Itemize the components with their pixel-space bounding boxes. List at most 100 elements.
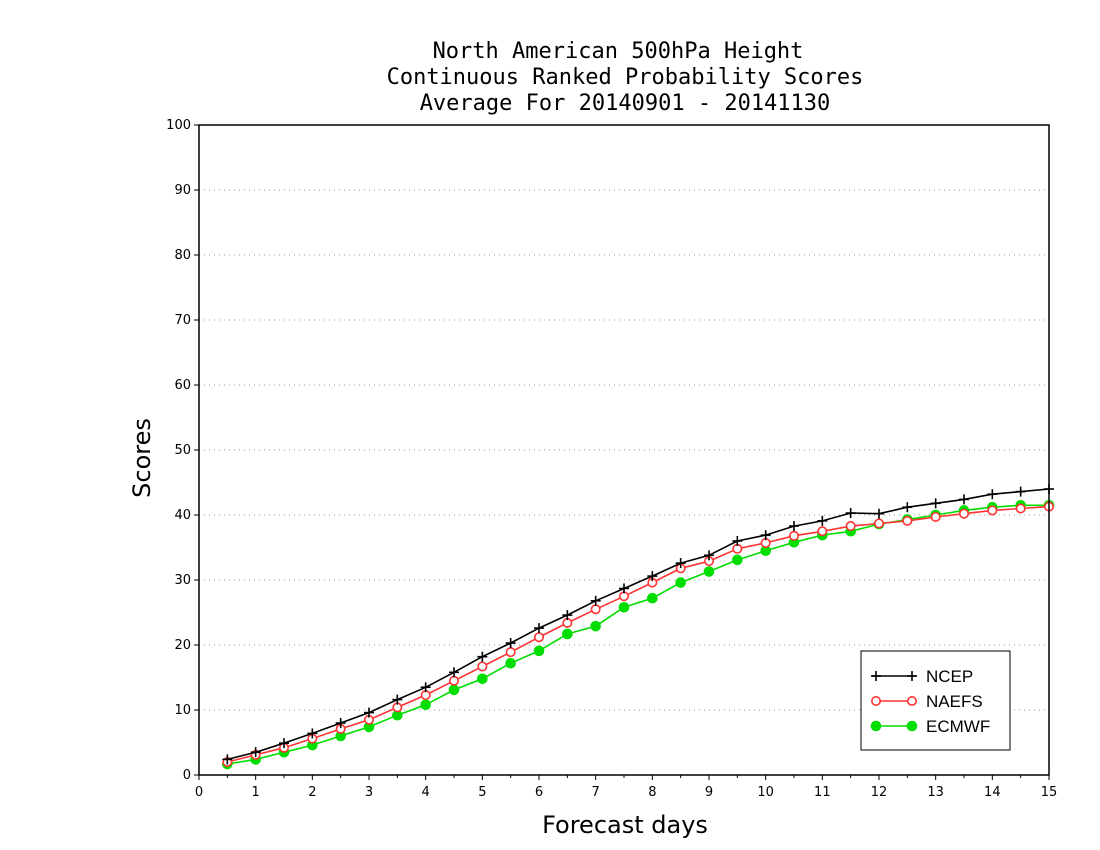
ncep-point bbox=[505, 638, 516, 649]
y-tick-label: 100 bbox=[166, 118, 191, 133]
ecmwf-point bbox=[448, 684, 460, 696]
x-tick-label: 13 bbox=[927, 785, 944, 800]
ncep-point bbox=[250, 747, 261, 758]
naefs-point bbox=[902, 515, 913, 526]
ncep-point bbox=[704, 550, 714, 561]
gridlines bbox=[199, 189, 1049, 711]
legend-label: NCEP bbox=[926, 667, 973, 686]
x-tick-label: 9 bbox=[705, 785, 713, 800]
ecmwf-point bbox=[618, 602, 630, 613]
naefs-point bbox=[930, 511, 941, 522]
ncep-point bbox=[534, 623, 544, 634]
ncep-point bbox=[817, 515, 828, 526]
legend-item-naefs: NAEFS bbox=[870, 692, 983, 711]
ncep-point bbox=[392, 694, 403, 705]
y-tick-label: 50 bbox=[174, 443, 191, 458]
legend-marker bbox=[906, 695, 917, 706]
naefs-point bbox=[987, 505, 998, 516]
ncep-point bbox=[619, 583, 629, 594]
legend: NCEP NAEFS ECMWF bbox=[860, 650, 1011, 751]
ecmwf-point bbox=[420, 699, 431, 711]
ncep-point bbox=[647, 571, 658, 582]
x-tick-label: 14 bbox=[984, 785, 1001, 800]
ncep-point bbox=[477, 651, 488, 662]
legend-label: ECMWF bbox=[926, 717, 990, 736]
y-tick-label: 40 bbox=[174, 508, 191, 523]
legend-item-ecmwf: ECMWF bbox=[870, 717, 990, 736]
x-tick-label: 0 bbox=[195, 785, 203, 800]
x-tick-label: 3 bbox=[365, 785, 373, 800]
ecmwf-point bbox=[732, 554, 743, 566]
x-tick-label: 5 bbox=[478, 785, 486, 800]
ncep-point bbox=[307, 728, 318, 739]
x-tick-label: 10 bbox=[757, 785, 774, 800]
legend-label: NAEFS bbox=[926, 692, 983, 711]
ncep-point bbox=[732, 536, 743, 546]
chart-title-line-3: Average For 20140901 - 20141130 bbox=[420, 91, 831, 116]
ecmwf-point bbox=[647, 592, 658, 604]
legend-marker bbox=[870, 720, 882, 732]
legend-marker bbox=[870, 695, 881, 706]
y-tick-label: 10 bbox=[174, 703, 191, 718]
ecmwf-point bbox=[590, 620, 601, 632]
ecmwf-point bbox=[505, 657, 516, 669]
naefs-point bbox=[590, 604, 601, 615]
x-tick-label: 2 bbox=[308, 785, 316, 800]
legend-marker bbox=[907, 671, 917, 681]
ncep-point bbox=[789, 521, 799, 532]
y-tick-label: 70 bbox=[174, 313, 191, 328]
x-axis-title: Forecast days bbox=[542, 811, 708, 839]
ncep-point bbox=[222, 754, 233, 765]
y-tick-label: 90 bbox=[174, 183, 191, 198]
ncep-point bbox=[562, 610, 573, 621]
ncep-point bbox=[1015, 486, 1026, 497]
naefs-point bbox=[477, 661, 488, 672]
ncep-point bbox=[279, 738, 289, 749]
ncep-point bbox=[590, 595, 601, 606]
y-tick-label: 80 bbox=[174, 248, 191, 263]
legend-marker bbox=[871, 671, 881, 681]
naefs-point bbox=[1015, 503, 1026, 514]
ncep-point bbox=[959, 494, 969, 505]
x-tick-label: 7 bbox=[592, 785, 600, 800]
ncep-point bbox=[902, 502, 913, 513]
ncep-point bbox=[845, 508, 856, 519]
ecmwf-point bbox=[675, 577, 686, 588]
ncep-point bbox=[874, 508, 884, 519]
ecmwf-point bbox=[477, 673, 488, 685]
x-tick-label: 12 bbox=[871, 785, 888, 800]
y-tick-label: 30 bbox=[174, 573, 191, 588]
ncep-point bbox=[675, 558, 686, 569]
y-axis-title: Scores bbox=[128, 418, 156, 498]
naefs-point bbox=[448, 675, 459, 686]
ncep-point bbox=[760, 530, 771, 541]
naefs-point bbox=[817, 526, 828, 537]
x-tick-label: 15 bbox=[1041, 785, 1058, 800]
naefs-point bbox=[533, 632, 544, 643]
x-tick-label: 6 bbox=[535, 785, 543, 800]
naefs-point bbox=[845, 521, 856, 532]
series-layer bbox=[222, 484, 1055, 770]
ecmwf-point bbox=[533, 645, 545, 657]
legend-item-ncep: NCEP bbox=[871, 667, 973, 686]
naefs-point bbox=[788, 530, 799, 541]
naefs-point bbox=[958, 508, 969, 519]
ncep-point bbox=[987, 489, 998, 500]
ecmwf-point bbox=[562, 628, 573, 640]
x-tick-label: 8 bbox=[648, 785, 656, 800]
ncep-point bbox=[420, 682, 431, 693]
ncep-point bbox=[335, 718, 346, 728]
y-tick-label: 20 bbox=[174, 638, 191, 653]
chart-title-line-2: Continuous Ranked Probability Scores bbox=[387, 65, 864, 90]
x-tick-label: 1 bbox=[252, 785, 260, 800]
naefs-point bbox=[505, 647, 516, 658]
x-tick-label: 11 bbox=[814, 785, 831, 800]
y-tick-label: 60 bbox=[174, 378, 191, 393]
ncep-point bbox=[364, 707, 374, 718]
ncep-point bbox=[930, 498, 941, 509]
y-tick-label: 0 bbox=[183, 768, 191, 783]
ecmwf-point bbox=[703, 566, 715, 577]
naefs-point bbox=[873, 518, 884, 529]
